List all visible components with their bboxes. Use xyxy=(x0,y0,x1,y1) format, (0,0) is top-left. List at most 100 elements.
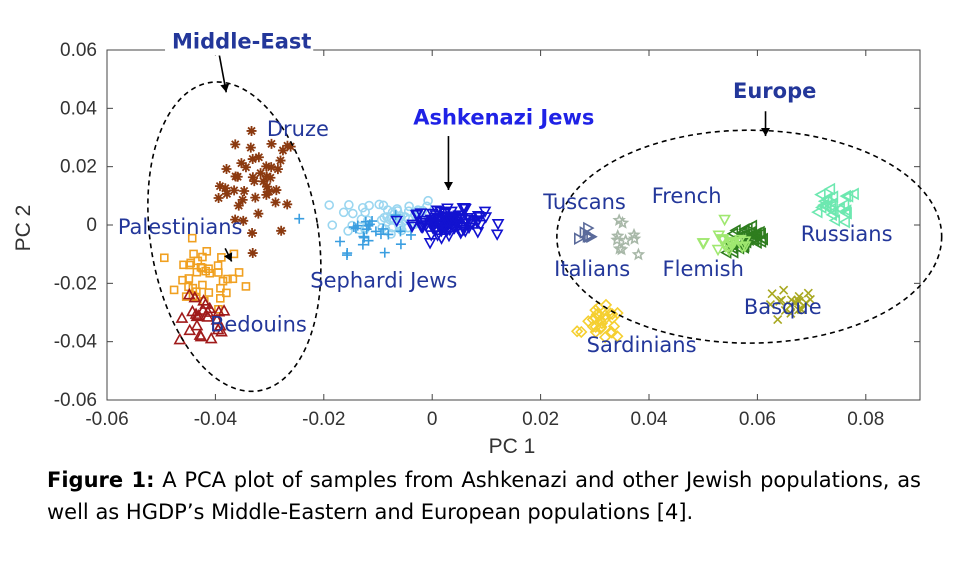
point-circle xyxy=(404,201,414,212)
point-triangle-left xyxy=(827,205,839,218)
point-triangle-left xyxy=(729,224,741,237)
point-triangle-down xyxy=(458,226,472,238)
point-triangle-left xyxy=(826,190,839,204)
point-asterisk xyxy=(247,228,258,239)
point-triangle-up xyxy=(182,287,196,300)
point-plus xyxy=(378,223,389,234)
point-asterisk xyxy=(261,161,272,172)
point-asterisk xyxy=(221,164,232,175)
point-diamond xyxy=(586,320,600,333)
point-triangle-left xyxy=(815,201,827,214)
point-triangle-left xyxy=(750,229,763,243)
point-plus xyxy=(395,239,406,250)
point-circle xyxy=(327,220,338,230)
point-square xyxy=(202,246,212,256)
point-square xyxy=(187,233,197,243)
point-triangle-down xyxy=(410,209,424,221)
point-triangle-up xyxy=(188,290,202,303)
point-triangle-down xyxy=(426,208,439,221)
point-triangle-right xyxy=(586,230,598,244)
point-x xyxy=(765,300,775,310)
series-tuscans xyxy=(573,221,598,245)
point-triangle-left xyxy=(753,225,765,239)
point-circle xyxy=(360,207,370,218)
point-asterisk xyxy=(238,215,249,226)
point-square xyxy=(218,276,228,286)
point-triangle-up xyxy=(190,318,204,331)
point-triangle-up xyxy=(194,329,208,342)
point-triangle-left xyxy=(814,188,826,201)
x-tick-label: 0.08 xyxy=(847,409,884,430)
point-circle xyxy=(324,200,335,210)
point-square xyxy=(198,252,207,262)
y-tick-label: 0 xyxy=(86,215,97,236)
point-triangle-down xyxy=(423,238,437,250)
caption-label: Figure 1: xyxy=(47,468,155,492)
point-triangle-down xyxy=(456,213,469,225)
middle-east-ellipse xyxy=(147,81,322,393)
point-triangle-left xyxy=(841,189,854,203)
point-star xyxy=(611,228,625,242)
point-plus xyxy=(348,222,359,233)
point-diamond xyxy=(607,320,621,333)
series-druze xyxy=(213,125,296,259)
point-asterisk xyxy=(270,197,281,208)
group-label-italians: Italians xyxy=(554,257,630,281)
point-triangle-down xyxy=(458,214,472,227)
point-asterisk xyxy=(258,176,269,187)
point-asterisk xyxy=(247,154,258,165)
annotation-arrows xyxy=(217,48,771,262)
point-star xyxy=(618,233,633,247)
point-triangle-up xyxy=(173,332,187,345)
point-triangle-down xyxy=(435,233,448,245)
point-star xyxy=(615,215,630,229)
point-x xyxy=(803,288,813,298)
x-tick-label: 0.04 xyxy=(631,409,668,430)
point-asterisk xyxy=(276,225,287,236)
point-diamond xyxy=(594,322,607,335)
group-ellipses xyxy=(147,81,943,393)
point-diamond xyxy=(593,309,606,322)
point-triangle-down xyxy=(696,238,710,250)
point-asterisk xyxy=(265,172,276,183)
group-label-sephardi-jews: Sephardi Jews xyxy=(310,269,457,293)
point-triangle-up xyxy=(201,310,215,322)
point-square xyxy=(234,268,244,277)
point-square xyxy=(228,274,238,284)
point-triangle-down xyxy=(430,205,444,217)
group-label-french: French xyxy=(652,184,722,208)
y-tick-label: 0.06 xyxy=(60,40,97,61)
point-triangle-left xyxy=(828,214,841,227)
point-triangle-up xyxy=(190,309,204,322)
point-diamond xyxy=(586,313,599,326)
point-triangle-left xyxy=(838,215,850,229)
point-triangle-right xyxy=(584,230,596,244)
point-triangle-left xyxy=(825,208,837,222)
x-tick-label: -0.06 xyxy=(85,409,128,430)
point-asterisk xyxy=(271,185,282,196)
point-plus xyxy=(363,235,374,246)
point-circle xyxy=(423,195,433,206)
point-diamond xyxy=(575,325,588,339)
point-triangle-down xyxy=(478,206,492,219)
point-triangle-left xyxy=(756,232,768,246)
point-triangle-down xyxy=(459,203,472,216)
point-diamond xyxy=(599,298,613,312)
point-asterisk xyxy=(264,186,275,197)
point-diamond xyxy=(599,331,612,344)
point-x xyxy=(801,298,811,308)
point-asterisk xyxy=(237,194,248,205)
point-triangle-down xyxy=(718,241,732,253)
point-triangle-up xyxy=(204,331,218,344)
point-triangle-down xyxy=(491,218,505,231)
point-x xyxy=(773,315,783,325)
series-sephardi-jews xyxy=(294,210,417,261)
point-triangle-up xyxy=(175,311,189,323)
point-square xyxy=(216,294,225,303)
group-labels: Middle-East Druze Palestinians Bedouins Ashk… xyxy=(118,28,893,357)
point-circle xyxy=(396,225,407,236)
point-triangle-left xyxy=(826,197,838,210)
point-triangle-up xyxy=(183,323,197,336)
point-asterisk xyxy=(249,176,260,187)
point-asterisk xyxy=(275,155,286,166)
